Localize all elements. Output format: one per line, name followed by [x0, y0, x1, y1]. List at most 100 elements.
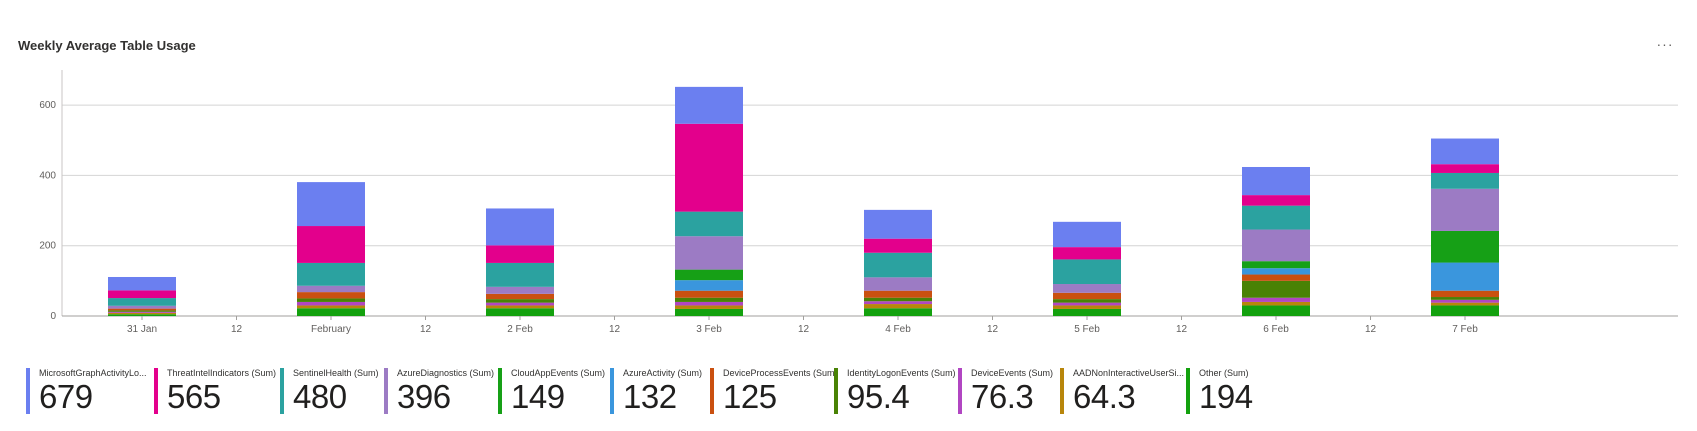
legend-item[interactable]: AADNonInteractiveUserSi... 64.3 [1060, 368, 1201, 415]
bar-segment [1431, 262, 1499, 291]
bar-segment [675, 123, 743, 212]
bar-segment [675, 290, 743, 298]
bar-segment [1242, 305, 1310, 316]
legend-series-total: 396 [397, 378, 451, 415]
x-tick-label: 12 [231, 324, 243, 335]
bar-segment [1242, 195, 1310, 206]
bar-segment [297, 308, 365, 316]
bar-segment [864, 238, 932, 253]
bar-segment [297, 226, 365, 263]
bar-segment [486, 245, 554, 263]
bar-segment [486, 293, 554, 300]
bar-segment [486, 302, 554, 306]
x-tick-label: 4 Feb [885, 324, 911, 335]
bar-segment [864, 209, 932, 239]
bar-segment [1431, 188, 1499, 231]
legend-series-total: 76.3 [971, 378, 1034, 415]
bar-segment [675, 305, 743, 309]
bar-segment [108, 308, 176, 311]
legend-series-total: 125 [723, 378, 777, 415]
bar-segment [108, 310, 176, 312]
legend-item[interactable]: Other (Sum) 194 [1186, 368, 1327, 415]
legend-series-total: 194 [1199, 378, 1253, 415]
bar-segment [864, 277, 932, 291]
more-options-button[interactable]: ··· [1656, 36, 1674, 52]
bar-segment [1053, 221, 1121, 248]
bar-segment [486, 286, 554, 294]
bar-segment [108, 305, 176, 309]
y-tick-label: 600 [39, 100, 56, 111]
bar-segment [1242, 166, 1310, 196]
bar-segment [675, 297, 743, 302]
x-tick-label: 12 [798, 324, 810, 335]
bar-segment [1431, 138, 1499, 165]
x-tick-label: 5 Feb [1074, 324, 1100, 335]
legend-item[interactable]: CloudAppEvents (Sum) 149 [498, 368, 639, 415]
bar-segment [864, 290, 932, 298]
legend-item[interactable]: MicrosoftGraphActivityLo... 679 [26, 368, 167, 415]
x-tick-label: 6 Feb [1263, 324, 1289, 335]
legend-item[interactable]: AzureDiagnostics (Sum) 396 [384, 368, 525, 415]
chart-title: Weekly Average Table Usage [18, 38, 196, 53]
legend-series-total: 132 [623, 378, 677, 415]
bar-segment [108, 314, 176, 316]
bar-segment [1242, 229, 1310, 262]
x-tick-label: 12 [609, 324, 621, 335]
x-tick-label: 2 Feb [507, 324, 533, 335]
legend-item[interactable]: DeviceProcessEvents (Sum) 125 [710, 368, 851, 415]
bar-segment [1053, 299, 1121, 303]
x-tick-label: 12 [1176, 324, 1188, 335]
bar-segment [1431, 230, 1499, 263]
bar-segment [1053, 305, 1121, 309]
legend-item[interactable]: SentinelHealth (Sum) 480 [280, 368, 421, 415]
bar-segment [486, 262, 554, 287]
bar-segment [1431, 299, 1499, 303]
y-tick-labels: 0 200 400 600 [39, 100, 56, 322]
legend-series-total: 480 [293, 378, 347, 415]
legend-item[interactable]: AzureActivity (Sum) 132 [610, 368, 751, 415]
bar-segment [1431, 297, 1499, 300]
bar-segment [1053, 247, 1121, 260]
bar-segment [675, 301, 743, 306]
bar-segment [297, 298, 365, 302]
bar-segment [864, 301, 932, 305]
bar-segment [297, 262, 365, 286]
bar-segment [1242, 274, 1310, 281]
bar-segment [675, 308, 743, 316]
bar-segment [1053, 292, 1121, 300]
bar-segment [486, 299, 554, 303]
bar-segment [864, 252, 932, 278]
bar-segment [108, 290, 176, 299]
legend-series-total: 565 [167, 378, 221, 415]
stacked-bar-chart: 31 Jan 12 February 12 2 Feb 12 3 Feb 12 4 Feb 12 5… [39, 70, 1678, 335]
y-tick-label: 0 [50, 311, 56, 322]
bar-segment [297, 305, 365, 309]
bar-segment [1242, 268, 1310, 275]
x-tick-label: 12 [420, 324, 432, 335]
bar-segment [1431, 172, 1499, 189]
y-tick-label: 200 [39, 241, 56, 252]
bar-segment [297, 301, 365, 306]
x-tick-label: 31 Jan [127, 324, 157, 335]
y-tick-label: 400 [39, 170, 56, 181]
bar-segment [108, 311, 176, 313]
legend-series-total: 149 [511, 378, 565, 415]
x-tick-label: February [311, 324, 351, 335]
legend-series-total: 679 [39, 378, 93, 415]
bar-segment [1242, 297, 1310, 302]
bar-segment [675, 269, 743, 281]
bar-segment [486, 308, 554, 316]
legend-item[interactable]: IdentityLogonEvents (Sum) 95.4 [834, 368, 975, 415]
legend-item[interactable]: DeviceEvents (Sum) 76.3 [958, 368, 1099, 415]
bar-segment [108, 312, 176, 315]
bar-segment [1242, 301, 1310, 306]
bar-segment [297, 292, 365, 299]
bar-segment [1431, 305, 1499, 316]
bar-segment [1431, 290, 1499, 298]
legend: MicrosoftGraphActivityLo... 679 ThreatInte… [26, 368, 1686, 418]
bar-segment [297, 182, 365, 227]
legend-item[interactable]: ThreatIntelIndicators (Sum) 565 [154, 368, 295, 415]
bar-segment [108, 298, 176, 306]
bar-segment [1053, 259, 1121, 285]
x-tick-label: 3 Feb [696, 324, 722, 335]
